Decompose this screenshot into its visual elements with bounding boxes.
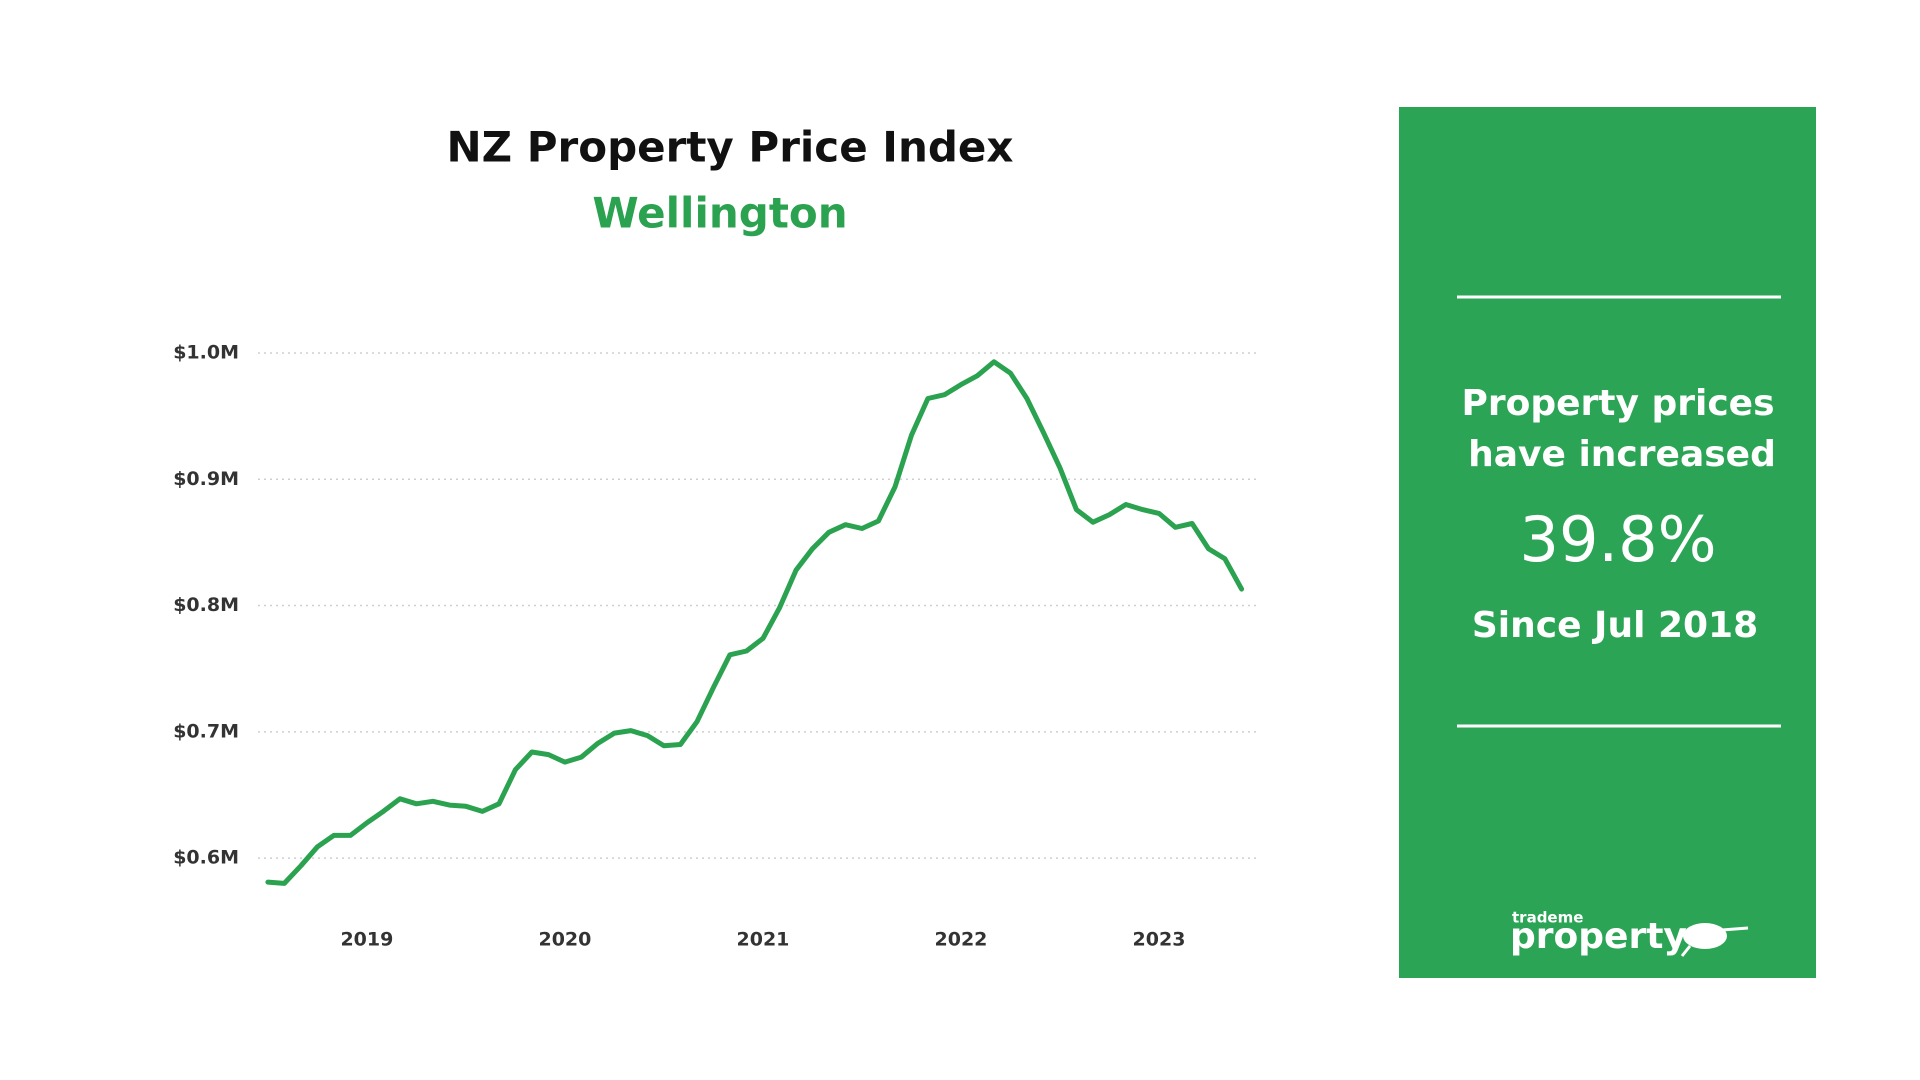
panel-headline: have increased xyxy=(1468,434,1776,475)
plot: $0.6M $0.7M $0.8M $0.9M $1.0M 2019 2020 2021 202… xyxy=(173,342,1258,951)
price-line xyxy=(265,359,1245,886)
y-tick-label: $0.8M xyxy=(173,594,239,616)
x-tick-label: 2019 xyxy=(340,929,393,951)
x-tick-label: 2021 xyxy=(737,929,790,951)
y-tick-label: $0.6M xyxy=(173,847,239,869)
x-tick-label: 2022 xyxy=(935,929,988,951)
panel-headline: Property prices xyxy=(1461,383,1774,424)
x-tick-label: 2023 xyxy=(1133,929,1186,951)
summary-panel xyxy=(1399,107,1816,978)
chart-title: NZ Property Price Index xyxy=(447,123,1014,172)
chart-subtitle: Wellington xyxy=(592,189,847,238)
y-tick-label: $0.7M xyxy=(173,720,239,742)
x-tick-label: 2020 xyxy=(538,929,591,951)
logo-big: property xyxy=(1510,916,1687,957)
y-tick-label: $1.0M xyxy=(173,342,239,364)
logo-small: trademe xyxy=(1512,909,1583,927)
panel-change: 39.8% xyxy=(1520,503,1717,576)
panel-since: Since Jul 2018 xyxy=(1472,605,1758,646)
logo-kiwi xyxy=(1680,923,1749,957)
y-tick-label: $0.9M xyxy=(173,468,239,490)
